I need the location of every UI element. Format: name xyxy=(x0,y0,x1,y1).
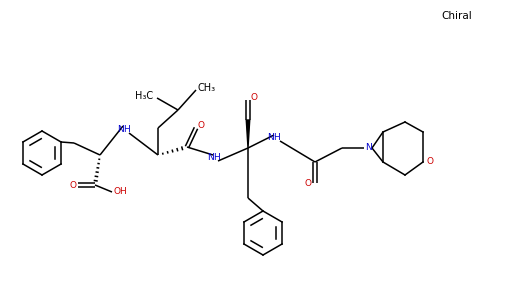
Text: O: O xyxy=(426,158,434,167)
Text: CH₃: CH₃ xyxy=(198,83,216,93)
Text: Chiral: Chiral xyxy=(441,11,472,21)
Text: O: O xyxy=(305,179,311,187)
Text: N: N xyxy=(365,144,371,153)
Text: O: O xyxy=(70,181,76,190)
Text: H: H xyxy=(123,125,131,134)
Text: O: O xyxy=(250,94,258,103)
Text: N: N xyxy=(207,153,214,162)
Polygon shape xyxy=(246,120,250,148)
Text: H₃C: H₃C xyxy=(135,91,153,101)
Text: H: H xyxy=(273,134,281,142)
Text: O: O xyxy=(198,120,204,130)
Text: OH: OH xyxy=(113,187,127,196)
Text: H: H xyxy=(212,153,219,162)
Text: N: N xyxy=(268,133,274,142)
Text: N: N xyxy=(118,125,124,134)
